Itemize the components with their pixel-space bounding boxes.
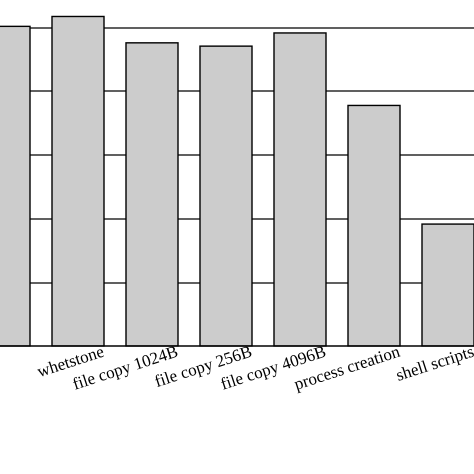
bar-3 (125, 42, 179, 347)
bars (0, 15, 474, 347)
bar-6 (347, 104, 401, 347)
bar-4 (199, 45, 253, 347)
bar-7 (421, 223, 474, 347)
bar-1 (0, 25, 31, 347)
bar-2 (51, 15, 105, 347)
bar-5 (273, 32, 327, 347)
x-tick-label-7: shell scripts (394, 342, 474, 385)
